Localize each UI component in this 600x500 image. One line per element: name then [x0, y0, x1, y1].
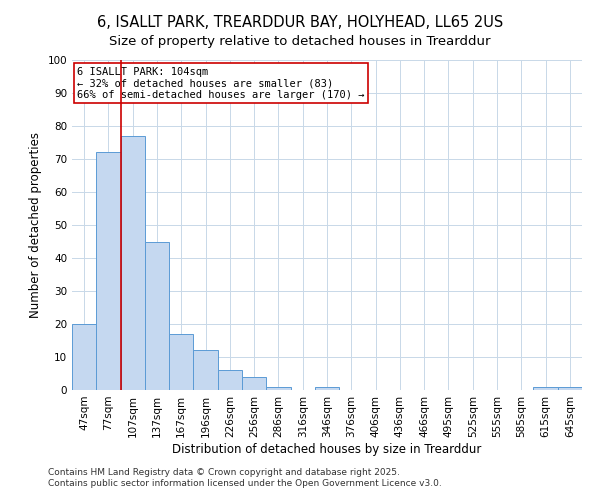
- Bar: [72, 324, 96, 390]
- Text: Contains HM Land Registry data © Crown copyright and database right 2025.
Contai: Contains HM Land Registry data © Crown c…: [48, 468, 442, 487]
- Bar: [169, 334, 193, 390]
- Bar: [218, 370, 242, 390]
- Text: 6 ISALLT PARK: 104sqm
← 32% of detached houses are smaller (83)
66% of semi-deta: 6 ISALLT PARK: 104sqm ← 32% of detached …: [77, 66, 365, 100]
- Bar: [193, 350, 218, 390]
- X-axis label: Distribution of detached houses by size in Trearddur: Distribution of detached houses by size …: [172, 442, 482, 456]
- Bar: [533, 386, 558, 390]
- Bar: [145, 242, 169, 390]
- Text: 6, ISALLT PARK, TREARDDUR BAY, HOLYHEAD, LL65 2US: 6, ISALLT PARK, TREARDDUR BAY, HOLYHEAD,…: [97, 15, 503, 30]
- Y-axis label: Number of detached properties: Number of detached properties: [29, 132, 42, 318]
- Text: Size of property relative to detached houses in Trearddur: Size of property relative to detached ho…: [109, 35, 491, 48]
- Bar: [242, 377, 266, 390]
- Bar: [558, 386, 582, 390]
- Bar: [96, 152, 121, 390]
- Bar: [315, 386, 339, 390]
- Bar: [266, 386, 290, 390]
- Bar: [121, 136, 145, 390]
